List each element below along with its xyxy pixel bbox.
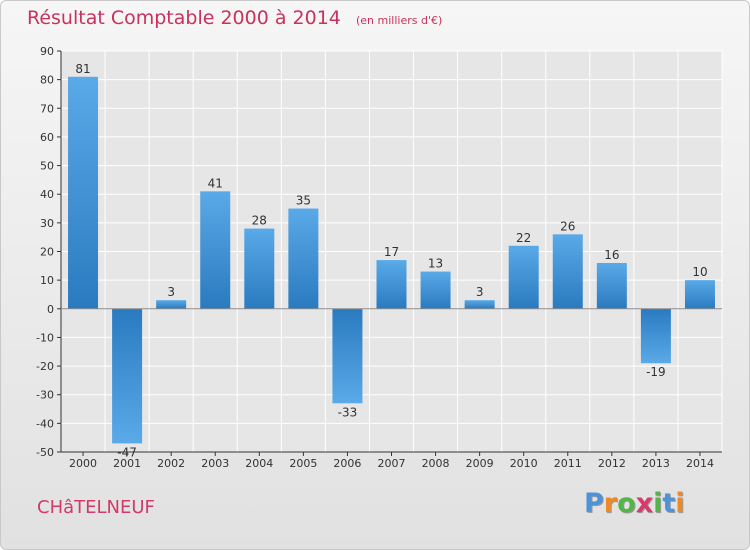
logo-letter: x [635,488,654,519]
labels: 81 -47 3 41 28 35 -33 17 13 3 22 26 16 -19 10 [75,62,707,460]
x-tick-label: 2004 [245,457,273,470]
bar-2012 [596,262,627,309]
bar-2002 [156,300,187,309]
bar-2013 [640,308,671,364]
bar-2004 [244,228,275,309]
bars [68,76,715,444]
x-tick-label: 2005 [289,457,317,470]
bar-2000 [68,76,99,309]
x-tick-label: 2002 [157,457,185,470]
x-tick-label: 2014 [686,457,714,470]
logo-letter: P [584,488,604,519]
y-tick-label: 70 [40,102,54,115]
y-tick-label: -30 [36,389,54,402]
y-tick-label: 30 [40,217,54,230]
bar-2009 [464,300,495,309]
logo-letter: o [617,488,636,519]
chart-title: Résultat Comptable 2000 à 2014 [27,7,341,29]
x-tick-label: 2010 [510,457,538,470]
y-tick-label: 80 [40,74,54,87]
value-label-2007: 17 [384,245,399,259]
bar-2006 [332,308,363,404]
y-tick-label: -40 [36,417,54,430]
value-label-2014: 10 [692,265,707,279]
y-tick-label: 10 [40,274,54,287]
value-label-2013: -19 [646,365,666,379]
bar-2011 [552,234,583,309]
bar-2001 [112,308,143,444]
value-label-2002: 3 [167,285,175,299]
logo-letter: i [653,488,663,519]
x-tick-label: 2007 [378,457,406,470]
value-label-2000: 81 [75,62,90,76]
logo-letter: i [675,488,685,519]
title-row: Résultat Comptable 2000 à 2014 (en milli… [27,7,442,29]
value-label-2003: 41 [208,176,223,190]
x-tick-label: 2003 [201,457,229,470]
bar-2010 [508,245,539,309]
value-label-2005: 35 [296,194,311,208]
value-label-2012: 16 [604,248,619,262]
x-tick-label: 2011 [554,457,582,470]
town-name: CHâTELNEUF [37,497,155,518]
x-tick-label: 2013 [642,457,670,470]
y-tick-label: 40 [40,188,54,201]
bar-2003 [200,191,231,309]
value-label-2004: 28 [252,214,267,228]
x-tick-label: 2006 [333,457,361,470]
x-tick-label: 2012 [598,457,626,470]
y-tick-label: -50 [36,446,54,459]
bar-2005 [288,208,319,309]
y-tick-label: 60 [40,131,54,144]
proxiti-logo[interactable]: Proxiti [584,488,685,519]
value-label-2009: 3 [476,285,484,299]
y-tick-label: -20 [36,360,54,373]
y-tick-label: 90 [40,45,54,58]
gridlines [60,50,723,453]
y-tick-label: 50 [40,160,54,173]
value-label-2008: 13 [428,257,443,271]
y-tick-label: -10 [36,331,54,344]
logo-letter: t [662,488,676,519]
bar-2007 [376,260,407,309]
x-tick-label: 2000 [69,457,97,470]
y-tick-label: 0 [47,303,54,316]
chart-subtitle: (en milliers d'€) [355,14,443,27]
value-label-2011: 26 [560,219,575,233]
x-tick-label: 2009 [466,457,494,470]
x-tick-label: 2008 [422,457,450,470]
logo-letter: r [603,488,618,519]
value-label-2010: 22 [516,231,531,245]
value-label-2001: -47 [117,445,137,459]
bar-2008 [420,271,451,309]
bar-2014 [684,280,715,309]
value-label-2006: -33 [338,405,358,419]
y-tick-label: 20 [40,246,54,259]
x-tick-label: 2001 [113,457,141,470]
